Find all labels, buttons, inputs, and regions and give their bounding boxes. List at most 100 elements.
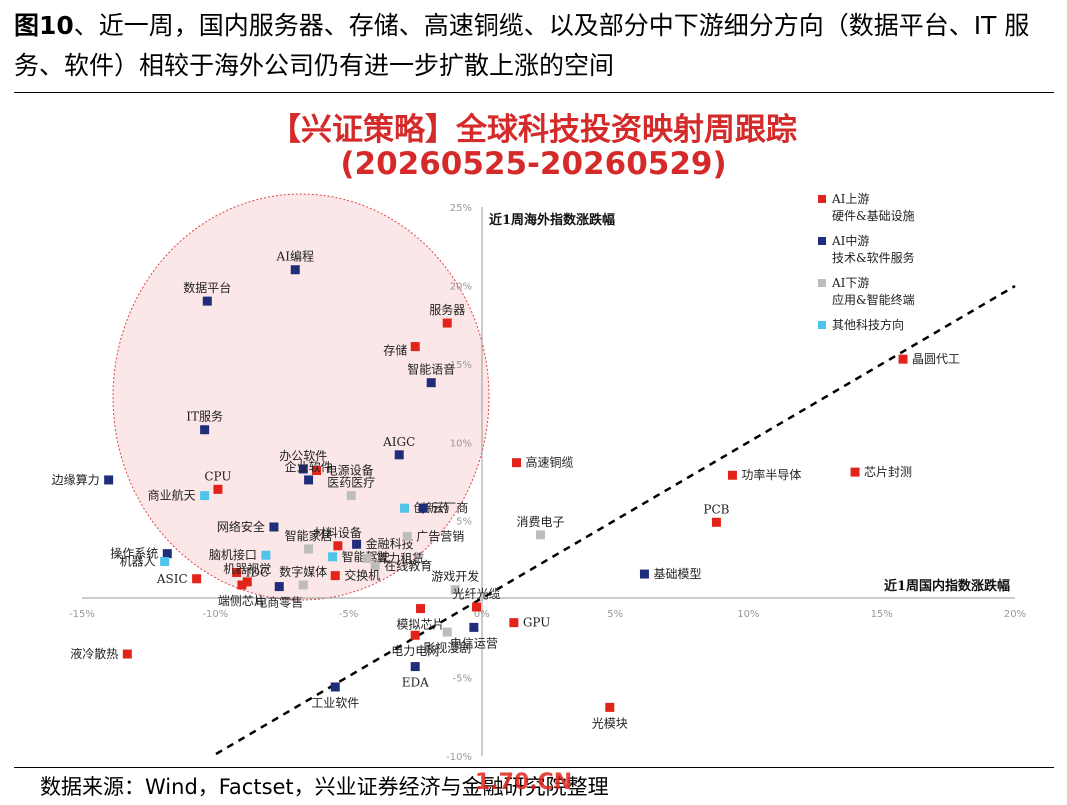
point-marker — [304, 544, 314, 554]
point-marker — [290, 265, 300, 275]
point-marker — [426, 378, 436, 388]
legend-swatch — [818, 195, 826, 203]
point-label: 电源设备 — [326, 464, 374, 478]
point-marker — [450, 585, 460, 595]
point-label: 消费电子 — [516, 515, 564, 529]
legend-swatch — [818, 279, 826, 287]
point-label: 功率半导体 — [741, 467, 801, 482]
point-marker — [213, 484, 223, 494]
point-marker — [536, 530, 546, 540]
point-marker — [200, 491, 210, 501]
legend-series-desc: 硬件&基础设施 — [832, 209, 915, 223]
point-label: 智能语音 — [407, 362, 455, 377]
point-marker — [232, 567, 242, 577]
point-marker — [711, 517, 721, 527]
point-label: 办公软件 — [279, 448, 327, 463]
point-label: 商业航天 — [148, 488, 196, 503]
point-label: GPU — [523, 616, 551, 630]
point-label: PCB — [703, 502, 729, 516]
point-marker — [328, 552, 338, 562]
point-marker — [162, 549, 172, 559]
point-label: 芯片封测 — [864, 465, 912, 479]
y-tick-label: 5% — [456, 517, 472, 528]
point-label: 高速铜缆 — [526, 455, 574, 470]
point-marker — [160, 556, 170, 566]
x-tick-label: -15% — [69, 609, 95, 620]
point-marker — [605, 702, 615, 712]
point-label: 企业软件 — [285, 459, 333, 474]
point-marker — [509, 618, 519, 628]
point-label: 交换机 — [344, 568, 380, 583]
point-label: 光纤光缆 — [453, 587, 501, 601]
point-label: 端侧芯片 — [218, 594, 266, 608]
figure-title: 图10、近一周，国内服务器、存储、高速铜缆、以及部分中下游细分方向（数据平台、I… — [14, 6, 1054, 86]
legend-series-name: AI中游 — [831, 233, 869, 248]
legend-swatch — [818, 321, 826, 329]
point-label: 模拟芯片 — [397, 618, 445, 632]
point-marker — [370, 561, 380, 571]
point-marker — [442, 627, 452, 637]
x-tick-label: -5% — [339, 609, 358, 620]
source-note: 数据来源：Wind，Factset，兴业证券经济与金融研究院整理 — [40, 775, 609, 799]
point-label: 电信运营 — [450, 636, 498, 650]
point-marker — [418, 503, 428, 513]
point-marker — [850, 467, 860, 477]
point-label: 边缘算力 — [52, 472, 100, 487]
point-label: 电力电网 — [391, 644, 439, 658]
point-marker — [330, 571, 340, 581]
point-marker — [469, 622, 479, 632]
point-label: 算力租赁 — [376, 550, 424, 565]
x-tick-label: 15% — [871, 609, 893, 620]
watermark: 1.70.CN — [475, 770, 573, 795]
point-label: 电商零售 — [255, 595, 303, 610]
point-marker — [330, 682, 340, 692]
point-marker — [410, 630, 420, 640]
point-label: 金融科技 — [366, 536, 414, 551]
point-marker — [400, 503, 410, 513]
point-label: ASIC — [156, 572, 188, 586]
point-marker — [333, 541, 343, 551]
chart-subtitle: (20260525-20260529) — [340, 146, 727, 182]
point-marker — [402, 531, 412, 541]
point-label: AI编程 — [276, 249, 314, 264]
chart-title: 【兴证策略】全球科技投资映射周跟踪 — [270, 112, 797, 148]
point-marker — [304, 475, 314, 485]
point-marker — [362, 553, 372, 563]
point-label: 广告营销 — [416, 529, 464, 543]
legend-series-name: AI上游 — [831, 192, 869, 206]
point-label: 材料设备 — [314, 526, 362, 540]
point-marker — [394, 450, 404, 460]
legend-series-name: AI下游 — [831, 276, 869, 290]
point-label: 基础模型 — [653, 567, 701, 581]
point-marker — [261, 550, 271, 560]
point-marker — [312, 466, 322, 476]
point-marker — [104, 475, 114, 485]
y-axis-title: 近1周海外指数涨跌幅 — [489, 212, 615, 228]
point-label: 医药医疗 — [327, 476, 375, 490]
point-label: IDC — [246, 565, 270, 579]
figure-title-text: 、近一周，国内服务器、存储、高速铜缆、以及部分中下游细分方向（数据平台、IT 服… — [14, 11, 1030, 80]
x-tick-label: 5% — [607, 609, 623, 620]
x-tick-label: -10% — [202, 609, 228, 620]
legend-series-desc: 技术&软件服务 — [832, 250, 915, 265]
y-tick-label: 20% — [450, 281, 472, 292]
point-marker — [269, 522, 279, 532]
point-label: 云厂商 — [432, 500, 468, 515]
x-tick-label: 20% — [1004, 609, 1026, 620]
y-tick-label: 25% — [450, 203, 472, 214]
point-marker — [298, 464, 308, 474]
point-marker — [237, 580, 247, 590]
point-label: 晶圆代工 — [912, 352, 960, 366]
point-marker — [242, 577, 252, 587]
point-marker — [192, 574, 202, 584]
point-marker — [200, 425, 210, 435]
point-label: EDA — [402, 676, 429, 690]
x-tick-label: 10% — [737, 609, 759, 620]
point-label: 光模块 — [592, 716, 628, 730]
point-marker — [410, 662, 420, 672]
point-label: CPU — [204, 469, 231, 483]
scatter-chart: -15% -10% -5% 0% 5% 10% 15% 20% 25%20%15%10%5%-… — [52, 192, 1026, 763]
point-label: 机器视觉 — [223, 561, 271, 576]
x-tick-labels: -15% -10% -5% 0% 5% 10% 15% 20% — [69, 609, 1026, 620]
